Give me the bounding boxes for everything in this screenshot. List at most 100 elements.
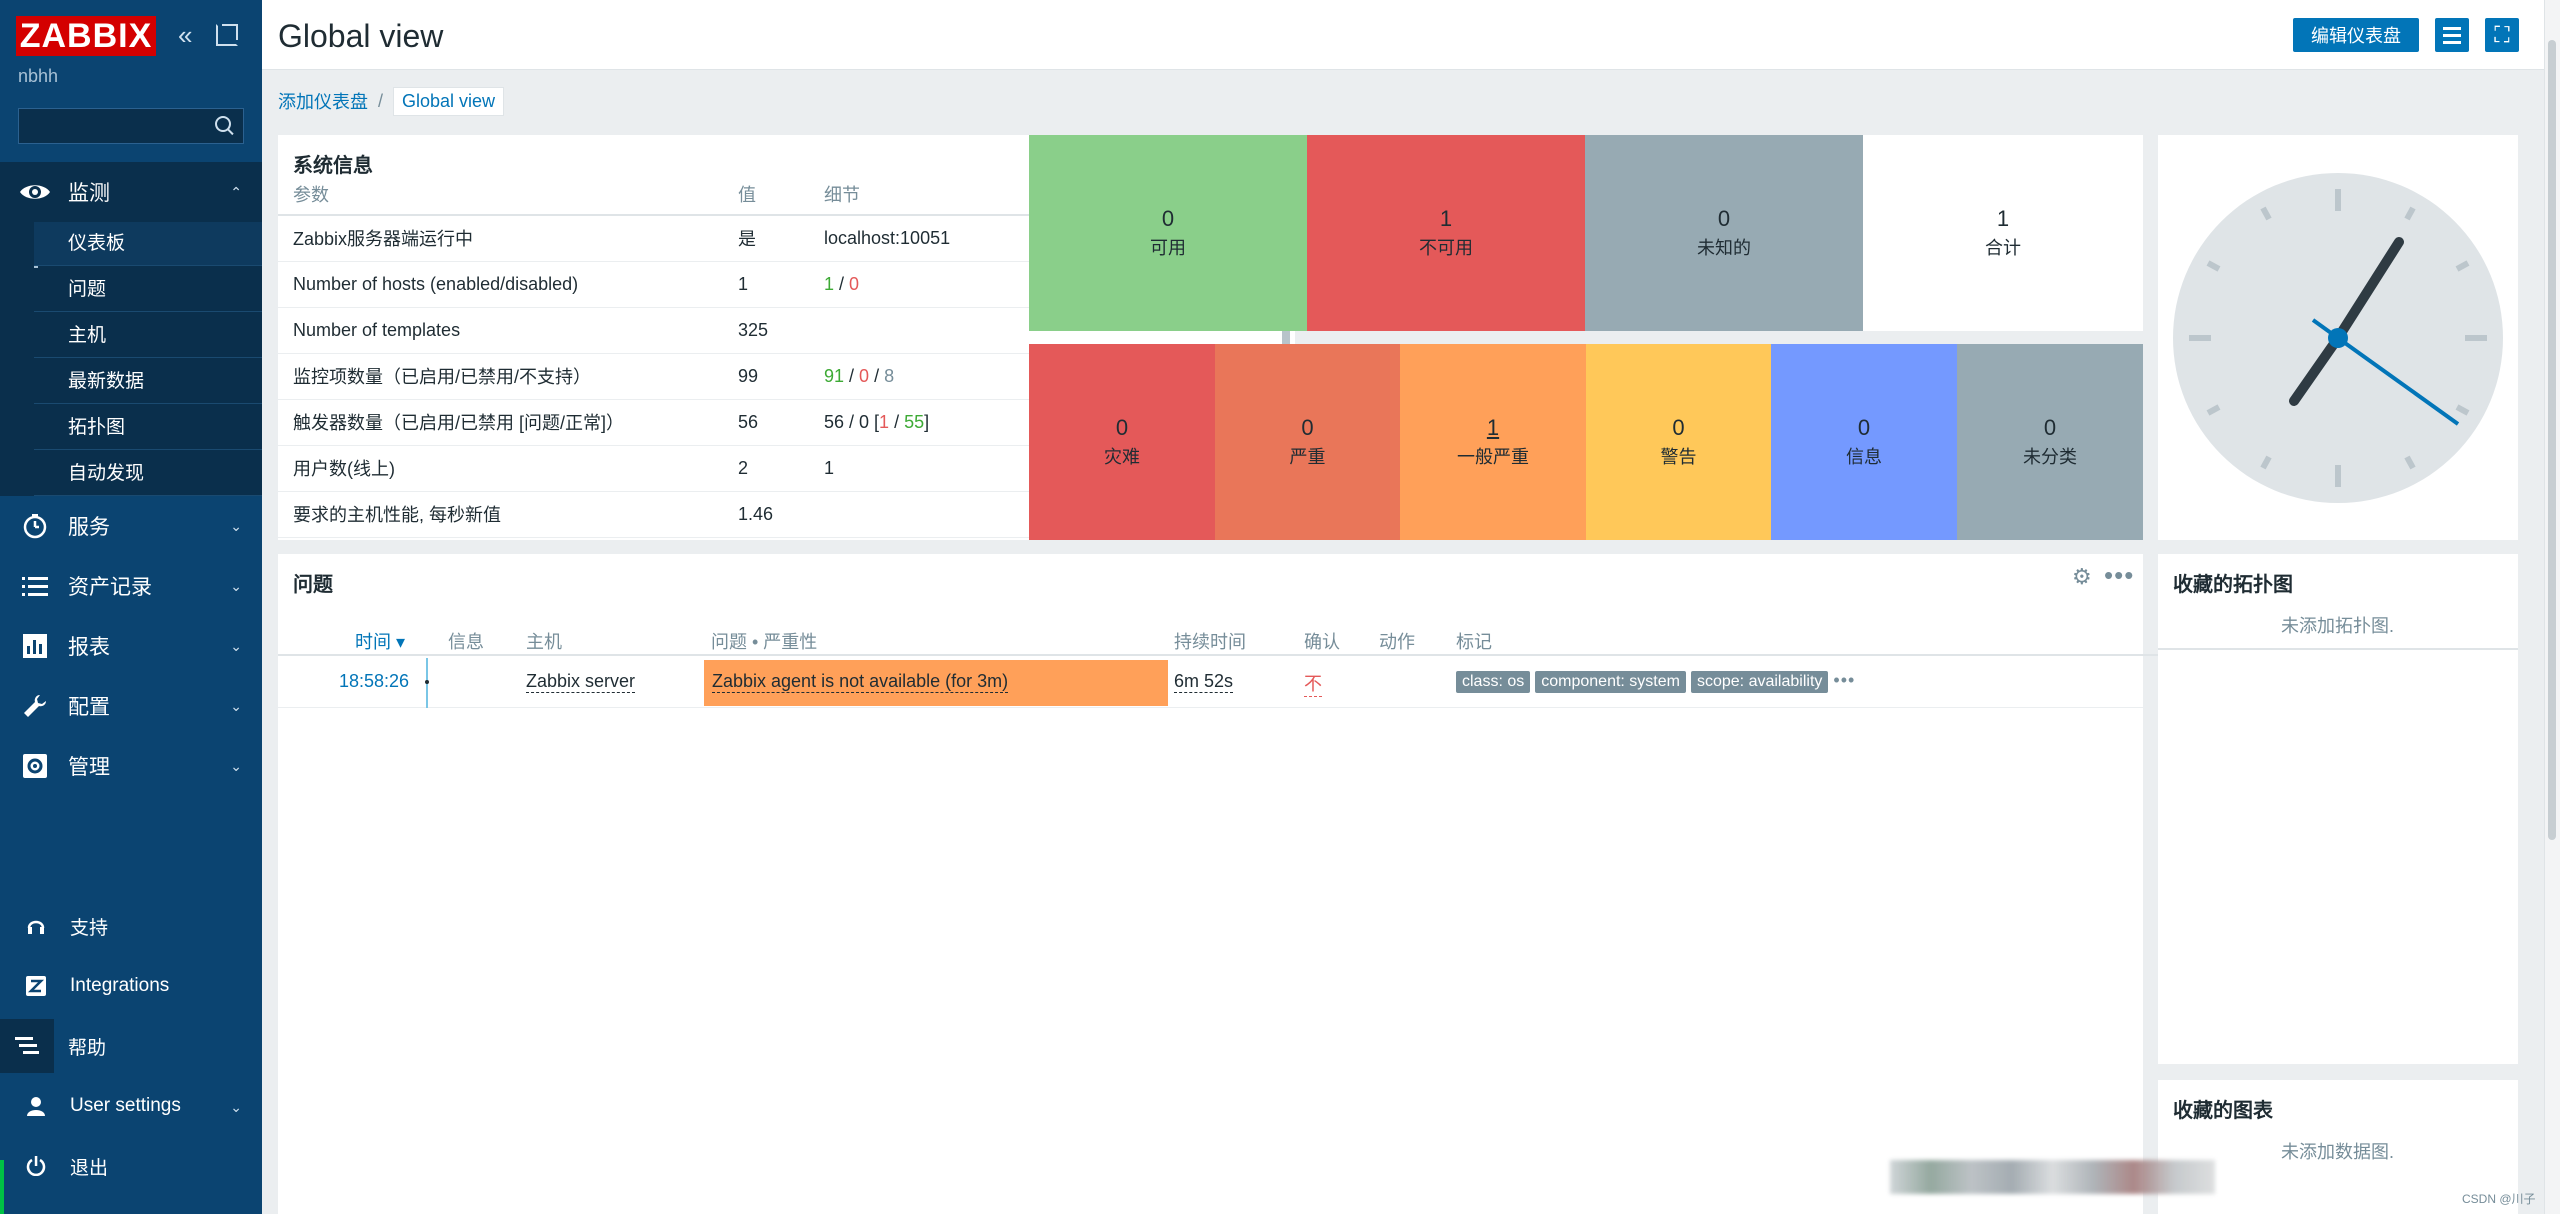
param-cell: 用户数(线上) bbox=[278, 445, 723, 492]
breadcrumb-separator: / bbox=[378, 90, 384, 111]
severity-tile-warning[interactable]: 0 警告 bbox=[1586, 344, 1771, 540]
nav-section-label: 报表 bbox=[68, 636, 110, 659]
breadcrumb-current[interactable]: Global view bbox=[393, 86, 505, 116]
problem-link[interactable]: Zabbix agent is not available (for 3m) bbox=[712, 671, 1009, 693]
search-icon[interactable] bbox=[215, 116, 235, 136]
tile-count: 0 bbox=[1161, 206, 1175, 231]
sidebar-item-discovery[interactable]: 自动发现 bbox=[34, 452, 262, 496]
severity-tile-high[interactable]: 0 严重 bbox=[1215, 344, 1400, 540]
param-cell: 监控项数量（已启用/已禁用/不支持） bbox=[278, 353, 723, 400]
param-cell: Number of hosts (enabled/disabled) bbox=[278, 261, 723, 308]
widget-title: 收藏的拓扑图 bbox=[2173, 574, 2293, 596]
chevron-up-icon: ⌃ bbox=[230, 184, 242, 200]
problems-widget: 问题 ⚙ ••• 时间 ▾ 信息 主机 问题 • 严重性 持续时间 确认 动作 … bbox=[278, 554, 2158, 1214]
zabbix-logo[interactable]: ZABBIX bbox=[16, 16, 156, 56]
sidebar-item-latest-data[interactable]: 最新数据 bbox=[34, 360, 262, 404]
monitoring-submenu: 仪表板 问题 主机 最新数据 拓扑图 自动发现 bbox=[0, 222, 262, 496]
sidebar-item-hosts[interactable]: 主机 bbox=[34, 314, 262, 358]
column-header-actions: 动作 bbox=[1379, 632, 1415, 652]
value-cell: 是 bbox=[723, 215, 809, 262]
nav-section-services[interactable]: 服务 ⌄ bbox=[0, 496, 262, 556]
tile-label: 不可用 bbox=[1419, 238, 1473, 258]
tile-label: 未知的 bbox=[1697, 238, 1751, 258]
chevron-down-icon: ⌄ bbox=[230, 638, 242, 654]
column-header-info: 信息 bbox=[448, 632, 484, 652]
problems-table-header: 时间 ▾ 信息 主机 问题 • 严重性 持续时间 确认 动作 标记 bbox=[278, 622, 2158, 656]
sidebar-item-problems[interactable]: 问题 bbox=[34, 268, 262, 312]
tag[interactable]: component: system bbox=[1535, 671, 1686, 693]
tag[interactable]: class: os bbox=[1456, 671, 1531, 693]
search-box bbox=[18, 108, 244, 144]
severity-tile-disaster[interactable]: 0 灾难 bbox=[1029, 344, 1215, 540]
chevron-down-icon: ⌄ bbox=[230, 518, 242, 534]
column-header-ack: 确认 bbox=[1304, 632, 1340, 652]
scrollbar-thumb[interactable] bbox=[2548, 40, 2556, 840]
nav-section-monitoring[interactable]: 监测 ⌃ bbox=[0, 162, 262, 222]
availability-tile-available[interactable]: 0 可用 bbox=[1029, 135, 1307, 331]
value-cell: 2 bbox=[723, 445, 809, 492]
nav-support-label: 支持 bbox=[70, 917, 109, 939]
nav-section-administration[interactable]: 管理 ⌄ bbox=[0, 736, 262, 796]
nav-support[interactable]: 支持 bbox=[0, 897, 262, 955]
page-title: Global view bbox=[278, 18, 444, 54]
tags-cell: class: os component: system scope: availab… bbox=[1456, 670, 1855, 693]
tag[interactable]: scope: availability bbox=[1690, 671, 1829, 693]
column-header-time[interactable]: 时间 ▾ bbox=[355, 632, 406, 652]
edit-dashboard-button[interactable]: 编辑仪表盘 bbox=[2293, 18, 2419, 52]
tile-count: 0 bbox=[1857, 415, 1871, 440]
fullscreen-button[interactable]: ⛶ bbox=[2485, 18, 2519, 52]
value-cell: 325 bbox=[723, 307, 809, 354]
chevron-down-icon: ⌄ bbox=[230, 698, 242, 714]
availability-tile-total[interactable]: 1 合计 bbox=[1863, 135, 2143, 331]
tile-count[interactable]: 1 bbox=[1486, 415, 1500, 440]
severity-cell bbox=[704, 660, 1168, 706]
severity-tile-not-classified[interactable]: 0 未分类 bbox=[1957, 344, 2143, 540]
problem-time-link[interactable]: 18:58:26 bbox=[339, 671, 410, 691]
sidebar-item-maps[interactable]: 拓扑图 bbox=[34, 406, 262, 450]
severity-tile-information[interactable]: 0 信息 bbox=[1771, 344, 1957, 540]
page-scrollbar[interactable] bbox=[2544, 0, 2560, 1214]
availability-tile-unknown[interactable]: 0 未知的 bbox=[1585, 135, 1863, 331]
clock-icon bbox=[18, 509, 52, 543]
column-header: 参数 bbox=[278, 173, 723, 216]
nav-integrations-label: Integrations bbox=[70, 975, 170, 996]
nav-sign-out[interactable]: 退出 bbox=[0, 1137, 262, 1195]
nav-help-label: 帮助 bbox=[68, 1037, 107, 1059]
more-options-icon[interactable]: ••• bbox=[2104, 560, 2135, 590]
kiosk-mode-icon[interactable] bbox=[216, 24, 238, 46]
nav-integrations[interactable]: Integrations bbox=[0, 957, 262, 1015]
collapse-sidebar-icon[interactable]: « bbox=[178, 20, 193, 50]
availability-tile-unavailable[interactable]: 1 不可用 bbox=[1307, 135, 1585, 331]
nav-user-settings[interactable]: User settings ⌄ bbox=[0, 1077, 262, 1135]
tile-label: 信息 bbox=[1846, 447, 1882, 467]
ack-link[interactable]: 不 bbox=[1304, 670, 1322, 697]
tile-count: 1 bbox=[1996, 206, 2010, 231]
value-cell: 56 bbox=[723, 399, 809, 446]
eye-icon bbox=[18, 175, 52, 209]
severity-tile-average[interactable]: 1 一般严重 bbox=[1400, 344, 1586, 540]
search-input[interactable] bbox=[19, 109, 209, 143]
tile-label: 未分类 bbox=[2023, 447, 2077, 467]
timeline-dot bbox=[425, 680, 429, 684]
duration-link[interactable]: 6m 52s bbox=[1174, 671, 1234, 693]
nav-help[interactable]: 帮助 bbox=[0, 1017, 262, 1075]
hamburger-icon bbox=[2443, 27, 2461, 30]
nav-section-inventory[interactable]: 资产记录 ⌄ bbox=[0, 556, 262, 616]
sidebar-item-dashboard[interactable]: 仪表板 bbox=[34, 222, 262, 266]
gear-icon[interactable]: ⚙ bbox=[2072, 564, 2092, 589]
nav-section-configuration[interactable]: 配置 ⌄ bbox=[0, 676, 262, 736]
host-link[interactable]: Zabbix server bbox=[526, 671, 636, 693]
breadcrumb-parent[interactable]: 添加仪表盘 bbox=[278, 92, 368, 112]
server-name: nbhh bbox=[18, 66, 59, 86]
problems-by-severity-widget: 0 灾难 0 严重 1 一般严重 0 警告 0 信息 0 未分类 bbox=[1029, 344, 2143, 540]
tile-count: 0 bbox=[1672, 415, 1685, 440]
dashboard-menu-button[interactable] bbox=[2435, 18, 2469, 52]
param-cell: Number of templates bbox=[278, 307, 723, 354]
more-tags-icon[interactable]: ••• bbox=[1833, 670, 1856, 690]
hour-hand bbox=[2333, 237, 2404, 343]
column-header-problem[interactable]: 问题 • 严重性 bbox=[711, 632, 818, 652]
chevron-down-icon: ⌄ bbox=[230, 758, 242, 774]
user-icon bbox=[22, 1092, 50, 1120]
column-header-host[interactable]: 主机 bbox=[526, 632, 562, 652]
nav-section-reports[interactable]: 报表 ⌄ bbox=[0, 616, 262, 676]
